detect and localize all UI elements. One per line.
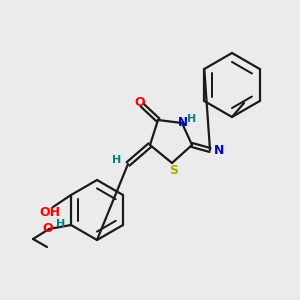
Text: N: N <box>178 116 188 128</box>
Text: N: N <box>214 143 224 157</box>
Text: H: H <box>56 219 66 229</box>
Text: O: O <box>43 223 53 236</box>
Text: S: S <box>169 164 178 178</box>
Text: H: H <box>188 114 196 124</box>
Text: H: H <box>112 155 122 165</box>
Text: O: O <box>135 95 145 109</box>
Text: OH: OH <box>40 206 61 220</box>
